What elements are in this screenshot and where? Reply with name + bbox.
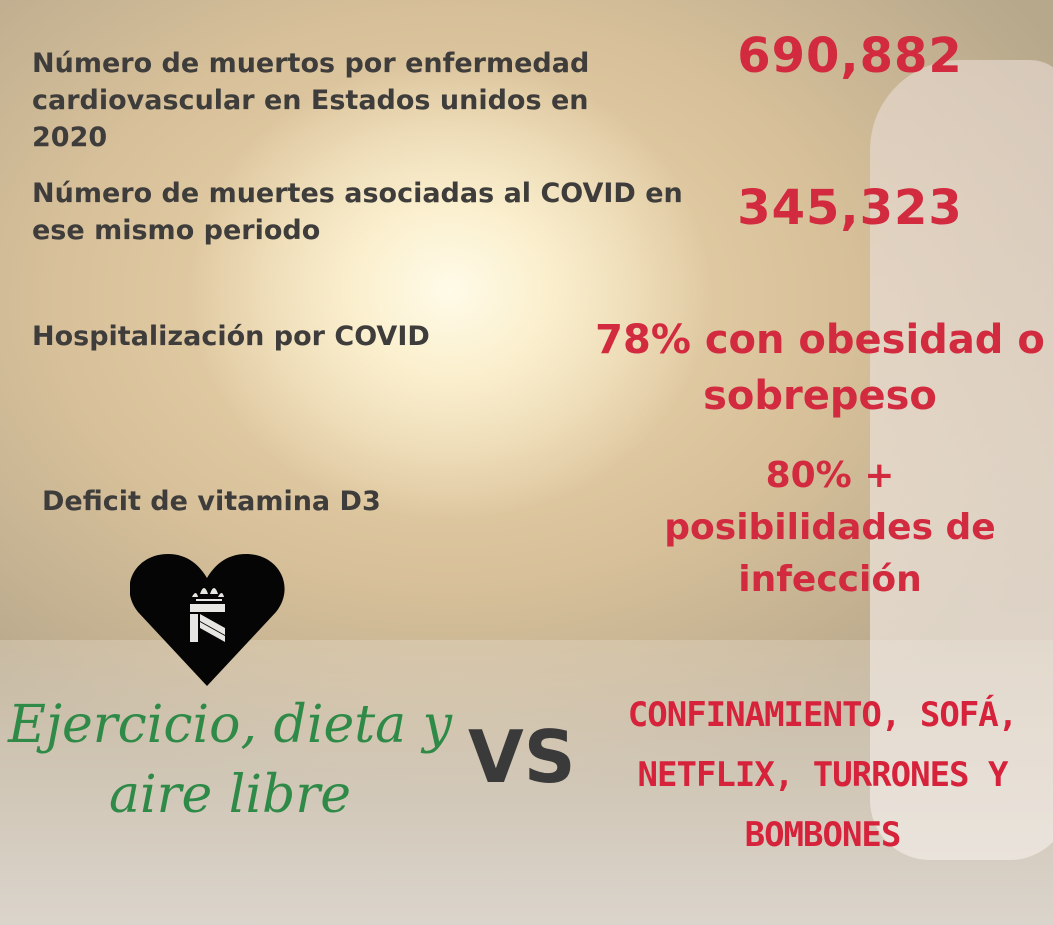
stat-label-covid: Número de muertes asociadas al COVID en … [32,178,683,246]
stat-value-vitamin: 80% + posibilidades de infección [664,455,996,600]
stat-value-hospital: 78% con obesidad o sobrepeso [595,317,1045,419]
heart-logo-icon [130,554,285,686]
versus-text: VS [468,715,576,799]
stat-label-vitamin: Deficit de vitamina D3 [42,486,381,517]
stat-label-hospital: Hospitalización por COVID [32,321,430,352]
runner-figure [870,60,1053,860]
stat-label-cardio: Número de muertos por enfermedad cardiov… [32,48,590,153]
stat-value-cardio: 690,882 [737,28,963,84]
healthy-habits-text: Ejercicio, dieta y aire libre [7,695,453,825]
stat-value-covid: 345,323 [737,180,963,236]
unhealthy-habits-text: CONFINAMIENTO, SOFÁ, NETFLIX, TURRONES Y… [627,695,1018,855]
